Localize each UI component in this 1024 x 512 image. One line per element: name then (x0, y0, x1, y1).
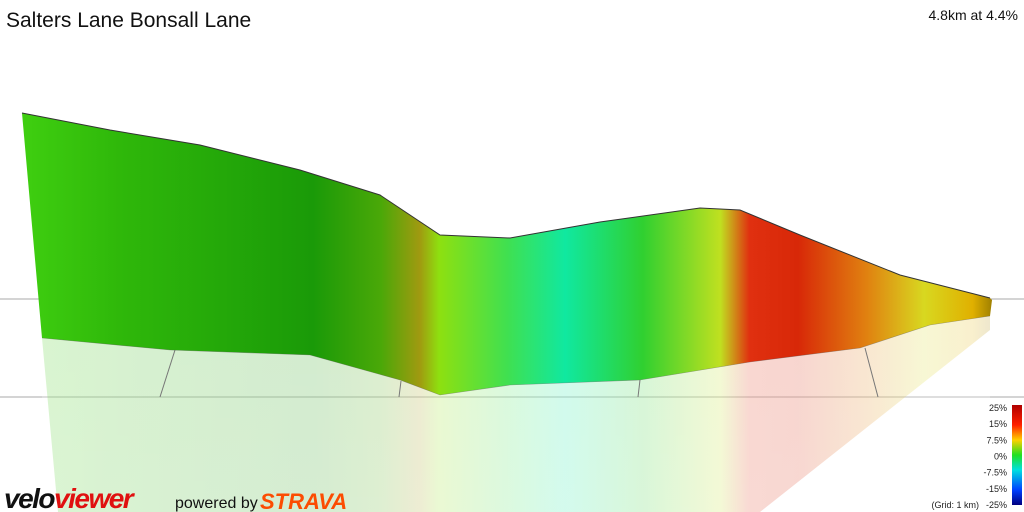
scale-label: 25% (989, 403, 1007, 413)
title: Salters Lane Bonsall Lane (6, 9, 251, 32)
powered-by: powered by (175, 495, 258, 512)
scale-label: 15% (989, 419, 1007, 429)
grid (159, 347, 879, 398)
scale-label: 7.5% (986, 435, 1007, 445)
profile-edge (21, 112, 991, 299)
logo: veloviewer (4, 483, 136, 512)
elevation-ribbon (22, 113, 992, 395)
scale-label: 0% (994, 452, 1007, 462)
scale-label: -25% (986, 500, 1007, 510)
summary: 4.8km at 4.4% (929, 7, 1019, 23)
grid-note: (Grid: 1 km) (931, 500, 979, 510)
reflection-fade (42, 316, 990, 512)
strava-logo: STRAVA (260, 489, 347, 512)
scale-label: -7.5% (983, 468, 1007, 478)
profile-base (41, 315, 991, 396)
gradient-scale (1012, 405, 1022, 505)
scale-label: -15% (986, 484, 1007, 494)
